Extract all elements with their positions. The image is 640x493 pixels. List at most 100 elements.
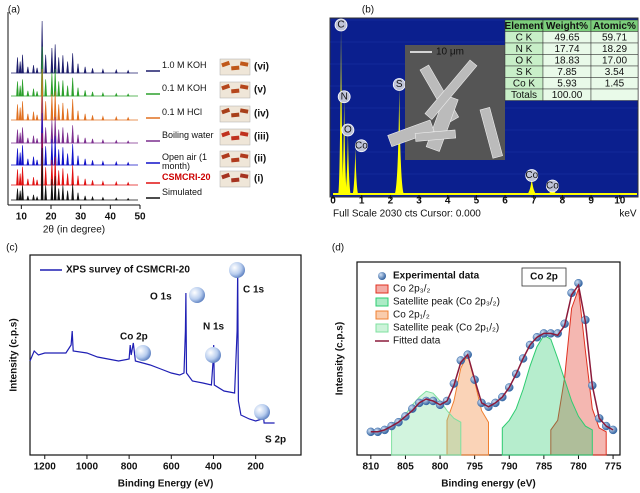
x-tick-label: 200 xyxy=(247,462,264,473)
panel-label: (c) xyxy=(6,243,18,254)
crystal xyxy=(221,83,231,91)
peak xyxy=(40,147,44,201)
peak xyxy=(35,179,39,186)
peak xyxy=(18,190,22,201)
peak xyxy=(44,167,47,186)
x-tick-label: 600 xyxy=(163,462,180,473)
crystal xyxy=(221,152,231,160)
peak xyxy=(101,115,105,121)
peak xyxy=(101,138,105,144)
peak xyxy=(341,98,348,195)
peak xyxy=(71,53,74,74)
peak xyxy=(35,67,39,74)
x-tick-label: 780 xyxy=(570,462,587,473)
peak xyxy=(44,127,47,144)
peak-label-bg xyxy=(354,139,368,153)
peak xyxy=(21,127,24,144)
series-line xyxy=(29,268,275,424)
crystal xyxy=(239,173,249,179)
peak xyxy=(61,127,65,144)
peak xyxy=(126,197,130,201)
annotation: N 1s xyxy=(203,322,225,333)
x-tick-label: 3 xyxy=(416,196,422,207)
peak xyxy=(53,44,57,74)
peak xyxy=(44,54,47,74)
peak-label-bg xyxy=(341,123,355,137)
peak xyxy=(76,155,80,166)
label-box: Boiling water xyxy=(162,131,214,140)
peak xyxy=(114,160,118,166)
peak xyxy=(114,197,118,201)
data-point xyxy=(408,404,417,413)
peak xyxy=(50,72,54,97)
peak xyxy=(57,81,61,97)
peak xyxy=(76,63,80,74)
crystal xyxy=(221,130,231,138)
legend-text: Fitted data xyxy=(393,336,441,347)
x-tick-label: 7 xyxy=(531,196,537,207)
peak xyxy=(126,181,130,186)
crystal xyxy=(414,129,457,142)
series-label: Simulated xyxy=(162,188,203,197)
peak xyxy=(61,80,65,97)
peak xyxy=(53,176,57,201)
peak xyxy=(66,85,69,97)
peak xyxy=(101,180,105,186)
annotation: S 2p xyxy=(265,435,286,446)
x-tick-label: 40 xyxy=(105,212,117,223)
x-tick-label: 810 xyxy=(362,462,379,473)
peak xyxy=(126,161,130,166)
series-label: 0.1 M HCl xyxy=(162,108,203,117)
peak xyxy=(21,101,24,121)
x-tick-label: 4 xyxy=(445,196,451,207)
peak xyxy=(66,173,69,186)
x-tick-label: 2 xyxy=(388,196,394,207)
x-tick-label: 50 xyxy=(134,212,146,223)
peak xyxy=(71,165,74,186)
peak xyxy=(338,27,345,195)
peak xyxy=(91,68,94,74)
table-text: N K xyxy=(516,44,533,55)
crystal xyxy=(231,88,240,94)
x-axis-title: keV xyxy=(619,209,637,220)
label-box: Simulated xyxy=(162,188,203,197)
peak-label: Co xyxy=(525,170,538,181)
crystal xyxy=(231,135,240,141)
peak xyxy=(21,145,24,166)
table-text: O K xyxy=(515,55,533,66)
legend-marker xyxy=(375,310,389,320)
crystal xyxy=(387,119,435,148)
label-box: 0.1 M KOH xyxy=(162,84,207,93)
peak xyxy=(76,87,80,97)
table-text: 100.00 xyxy=(552,90,583,101)
peak xyxy=(21,54,24,74)
peak xyxy=(26,66,30,74)
legend-marker xyxy=(375,284,389,294)
peak xyxy=(26,195,30,201)
peak xyxy=(66,190,69,201)
x-axis-title: 2θ (in degree) xyxy=(43,225,105,236)
x-tick-label: 790 xyxy=(501,462,518,473)
annotation-ball xyxy=(135,345,151,361)
x-tick-label: 1000 xyxy=(76,462,99,473)
peak xyxy=(44,79,47,97)
peak xyxy=(26,158,30,166)
x-tick-label: 795 xyxy=(466,462,483,473)
peak xyxy=(66,153,69,166)
crystal xyxy=(231,65,240,71)
legend-text: Satellite peak (Co 2p₃/₂) xyxy=(393,297,500,308)
peak xyxy=(114,68,118,74)
peak xyxy=(32,194,35,201)
peak xyxy=(352,147,359,195)
peak xyxy=(114,139,118,144)
peak xyxy=(61,168,65,186)
x-tick-label: 400 xyxy=(205,462,222,473)
peak xyxy=(16,188,19,201)
peak xyxy=(57,149,61,166)
peak xyxy=(61,55,65,74)
table-cell xyxy=(590,88,639,101)
crystal xyxy=(231,177,240,183)
peak xyxy=(344,132,351,195)
peak xyxy=(57,188,61,201)
x-tick-label: 0 xyxy=(330,196,336,207)
